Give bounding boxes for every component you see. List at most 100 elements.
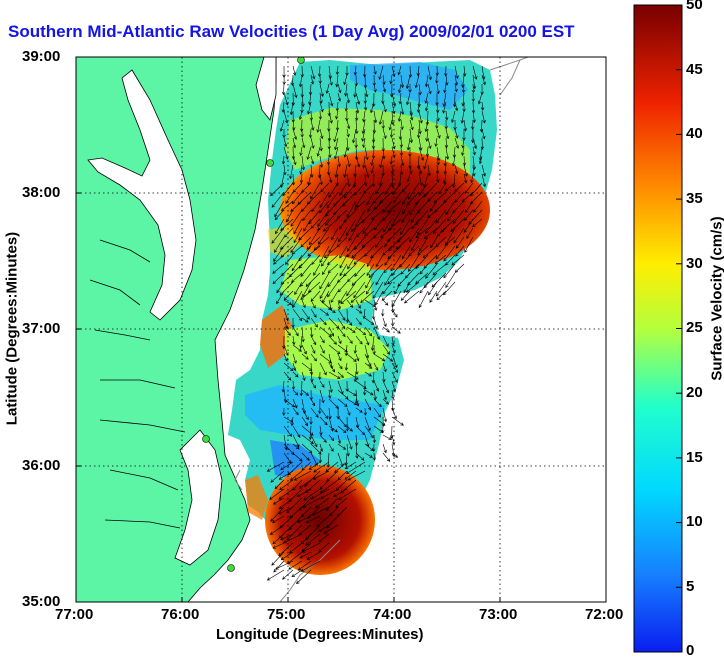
- velocity-arrow: [282, 182, 294, 197]
- velocity-arrow: [292, 443, 300, 450]
- velocity-arrow: [307, 245, 321, 257]
- velocity-arrow: [373, 353, 386, 362]
- velocity-arrow: [337, 317, 346, 330]
- velocity-arrow: [436, 227, 447, 237]
- velocity-arrow: [327, 254, 339, 266]
- velocity-arrow: [328, 443, 334, 452]
- velocity-arrow: [464, 182, 474, 194]
- velocity-arrow: [436, 173, 440, 183]
- velocity-arrow: [375, 236, 384, 248]
- velocity-arrow: [355, 452, 365, 461]
- velocity-arrow: [301, 299, 306, 309]
- velocity-arrow: [452, 209, 465, 224]
- velocity-arrow: [311, 200, 321, 212]
- velocity-arrow: [416, 65, 420, 77]
- velocity-arrow: [297, 560, 312, 571]
- velocity-arrow: [336, 209, 348, 219]
- velocity-arrow: [463, 218, 474, 233]
- velocity-arrow: [288, 515, 303, 531]
- velocity-arrow: [423, 155, 429, 170]
- velocity-arrow: [481, 110, 486, 124]
- velocity-arrow: [292, 452, 303, 462]
- velocity-arrow: [419, 263, 429, 275]
- velocity-arrow: [364, 146, 369, 161]
- velocity-arrow: [310, 299, 316, 309]
- velocity-arrow: [328, 74, 333, 86]
- velocity-arrow: [382, 281, 393, 295]
- velocity-arrow: [274, 200, 285, 218]
- velocity-arrow: [288, 560, 303, 570]
- velocity-arrow: [461, 191, 474, 203]
- velocity-arrow: [373, 326, 380, 340]
- velocity-arrow: [384, 272, 393, 286]
- velocity-arrow: [367, 200, 375, 212]
- velocity-arrow: [292, 344, 302, 352]
- velocity-arrow: [337, 83, 342, 94]
- y-tick-label: 35:00: [22, 593, 61, 610]
- velocity-arrow: [310, 335, 317, 346]
- velocity-arrow: [382, 452, 391, 462]
- x-tick-label: 77:00: [55, 606, 94, 623]
- velocity-arrow: [355, 425, 366, 436]
- velocity-arrow: [319, 425, 323, 436]
- velocity-arrow: [270, 470, 285, 483]
- velocity-arrow: [302, 281, 312, 298]
- velocity-arrow: [391, 137, 396, 150]
- velocity-arrow: [301, 542, 321, 553]
- velocity-arrow: [275, 560, 294, 570]
- y-tick-label: 38:00: [22, 184, 61, 201]
- velocity-arrow: [380, 227, 393, 238]
- velocity-arrow: [300, 560, 321, 572]
- velocity-arrow: [298, 110, 303, 121]
- velocity-arrow: [326, 470, 339, 482]
- velocity-arrow: [269, 524, 285, 535]
- velocity-arrow: [445, 272, 456, 289]
- velocity-arrow: [305, 515, 321, 524]
- velocity-arrow: [335, 119, 340, 131]
- velocity-arrow: [296, 488, 312, 497]
- y-axis-label: Latitude (Degrees:Minutes): [3, 231, 21, 426]
- velocity-arrow: [280, 551, 294, 561]
- velocity-arrow: [408, 200, 420, 216]
- velocity-arrow: [310, 137, 315, 149]
- velocity-arrow: [291, 569, 303, 578]
- velocity-arrow: [364, 416, 371, 432]
- velocity-arrow: [366, 254, 375, 267]
- velocity-arrow: [353, 65, 358, 76]
- velocity-arrow: [272, 263, 285, 274]
- velocity-arrow: [292, 398, 298, 409]
- velocity-arrow: [291, 92, 295, 107]
- velocity-arrow: [270, 506, 285, 522]
- velocity-arrow: [445, 200, 456, 216]
- velocity-arrow: [345, 110, 349, 122]
- velocity-arrow: [283, 317, 288, 330]
- velocity-arrow: [398, 173, 402, 187]
- velocity-arrow: [390, 173, 395, 188]
- velocity-arrow: [481, 173, 487, 188]
- velocity-arrow: [373, 380, 379, 392]
- velocity-arrow: [383, 263, 393, 274]
- velocity-arrow: [272, 533, 285, 545]
- velocity-arrow: [326, 452, 330, 468]
- velocity-arrow: [409, 128, 414, 144]
- x-tick-label: 75:00: [267, 606, 306, 623]
- velocity-arrow: [303, 488, 321, 501]
- velocity-arrow: [309, 227, 321, 246]
- velocity-arrow: [374, 218, 384, 231]
- y-tick-label: 37:00: [22, 320, 61, 337]
- velocity-arrow: [306, 191, 321, 205]
- velocity-arrow: [352, 128, 357, 144]
- velocity-arrow: [306, 146, 312, 160]
- velocity-arrow: [346, 173, 351, 188]
- velocity-arrow: [308, 83, 313, 96]
- velocity-arrow: [319, 92, 323, 104]
- velocity-arrow: [408, 65, 413, 78]
- velocity-arrow: [337, 362, 343, 370]
- velocity-arrow: [418, 173, 423, 187]
- velocity-arrow: [340, 290, 357, 305]
- velocity-arrow: [292, 425, 301, 438]
- velocity-arrow: [454, 164, 459, 175]
- velocity-arrow: [328, 398, 339, 409]
- colorbar-ticks: [676, 4, 682, 653]
- velocity-arrow: [360, 290, 375, 303]
